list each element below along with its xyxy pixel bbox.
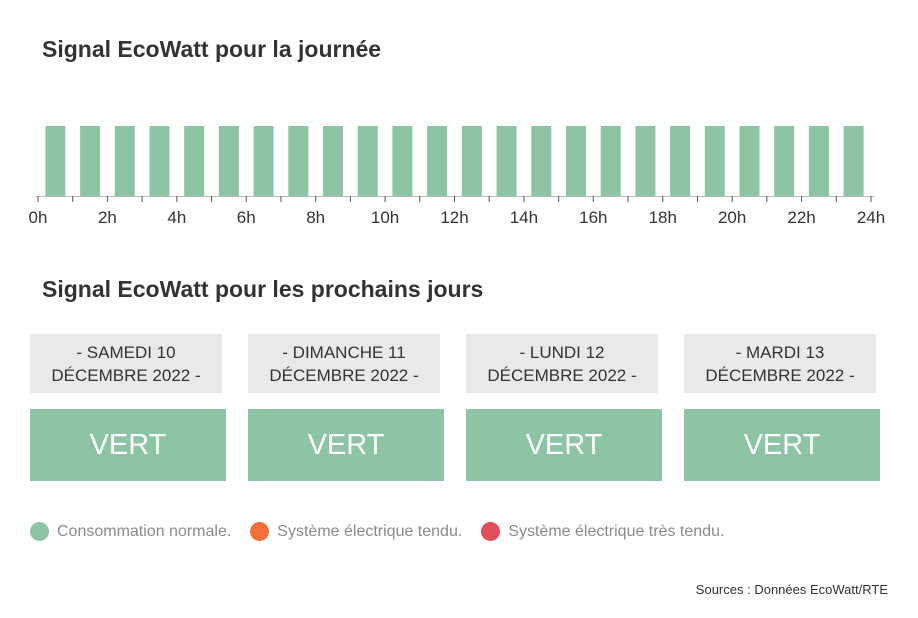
day-status-4: VERT: [684, 409, 880, 481]
hour-bar: [808, 126, 829, 196]
hour-bar: [288, 126, 309, 196]
day-header-4: - MARDI 13 DÉCEMBRE 2022 -: [684, 334, 876, 393]
hour-bar: [45, 126, 66, 196]
hour-bar: [531, 126, 552, 196]
x-tick-label: 18h: [649, 208, 677, 227]
hour-bar: [600, 126, 621, 196]
x-tick-label: 22h: [787, 208, 815, 227]
hour-bar: [218, 126, 239, 196]
day-header-3: - LUNDI 12 DÉCEMBRE 2022 -: [466, 334, 658, 393]
legend-item-normal: Consommation normale.: [30, 522, 231, 541]
legend: Consommation normale. Système électrique…: [30, 522, 743, 541]
hour-bar: [739, 126, 760, 196]
source-note: Sources : Données EcoWatt/RTE: [695, 582, 888, 597]
hour-bar: [253, 126, 274, 196]
x-tick-label: 16h: [579, 208, 607, 227]
hour-bar: [323, 126, 343, 196]
day-header-line2: DÉCEMBRE 2022 -: [51, 365, 201, 385]
x-tick-label: 0h: [29, 208, 48, 227]
hour-bar: [843, 126, 864, 196]
x-tick-label: 6h: [237, 208, 256, 227]
day-header-line1: - SAMEDI 10: [76, 342, 176, 362]
x-tick-label: 8h: [306, 208, 325, 227]
legend-dot-green-icon: [30, 522, 49, 541]
legend-item-tendu: Système électrique tendu.: [250, 522, 462, 541]
day-header-2: - DIMANCHE 11 DÉCEMBRE 2022 -: [248, 334, 440, 393]
x-tick-label: 2h: [98, 208, 117, 227]
legend-label: Consommation normale.: [57, 522, 232, 540]
hour-bar: [114, 126, 135, 196]
hour-bar: [670, 126, 691, 196]
hour-bar: [149, 126, 170, 196]
hour-bar: [566, 126, 586, 196]
legend-label: Système électrique très tendu.: [508, 522, 725, 540]
hour-bar: [392, 126, 413, 196]
x-tick-label: 4h: [167, 208, 186, 227]
hourly-signal-chart: 0h 2h 4h 6h 8h 10h 12h 14h 16h 18h 20h 22h 24h: [29, 126, 885, 227]
day-header-line1: - MARDI 13: [735, 342, 825, 362]
hour-bar: [461, 126, 482, 196]
x-tick-label: 14h: [510, 208, 538, 227]
day-status-3: VERT: [466, 409, 662, 481]
day-header-1: - SAMEDI 10 DÉCEMBRE 2022 -: [30, 334, 222, 393]
x-tick-label: 10h: [371, 208, 399, 227]
hour-bar: [496, 126, 517, 196]
day-header-line1: - DIMANCHE 11: [282, 342, 406, 362]
day-header-line2: DÉCEMBRE 2022 -: [487, 365, 637, 385]
legend-item-tres-tendu: Système électrique très tendu.: [481, 522, 724, 541]
hour-bar: [80, 126, 101, 196]
chart-title-day: Signal EcoWatt pour la journée: [42, 36, 382, 62]
x-tick-label: 24h: [857, 208, 885, 227]
day-status-1: VERT: [30, 409, 226, 481]
hour-bar: [427, 126, 448, 196]
day-header-line2: DÉCEMBRE 2022 -: [705, 365, 855, 385]
legend-dot-red-icon: [481, 522, 501, 541]
x-tick-label: 20h: [718, 208, 746, 227]
legend-dot-orange-icon: [250, 522, 270, 541]
hour-bar: [184, 126, 205, 196]
day-header-line2: DÉCEMBRE 2022 -: [269, 365, 419, 385]
hour-bar: [704, 126, 725, 196]
hour-bar: [774, 126, 795, 196]
x-tick-label: 12h: [440, 208, 468, 227]
legend-label: Système électrique tendu.: [277, 522, 463, 540]
day-header-line1: - LUNDI 12: [519, 342, 605, 362]
day-status-2: VERT: [248, 409, 444, 481]
hour-bar: [635, 126, 656, 196]
hour-bar: [357, 126, 378, 196]
chart-title-next-days: Signal EcoWatt pour les prochains jours: [42, 276, 484, 302]
